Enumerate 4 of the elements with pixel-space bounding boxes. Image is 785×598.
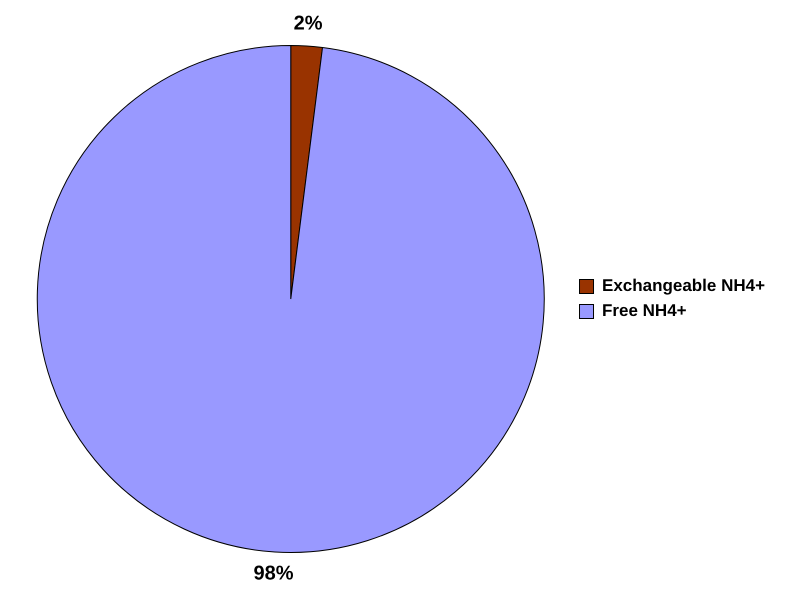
legend-label: Exchangeable NH4+ [602, 276, 766, 296]
legend-label: Free NH4+ [602, 301, 687, 320]
data-label: 98% [253, 562, 294, 584]
data-label: 2% [294, 12, 323, 35]
